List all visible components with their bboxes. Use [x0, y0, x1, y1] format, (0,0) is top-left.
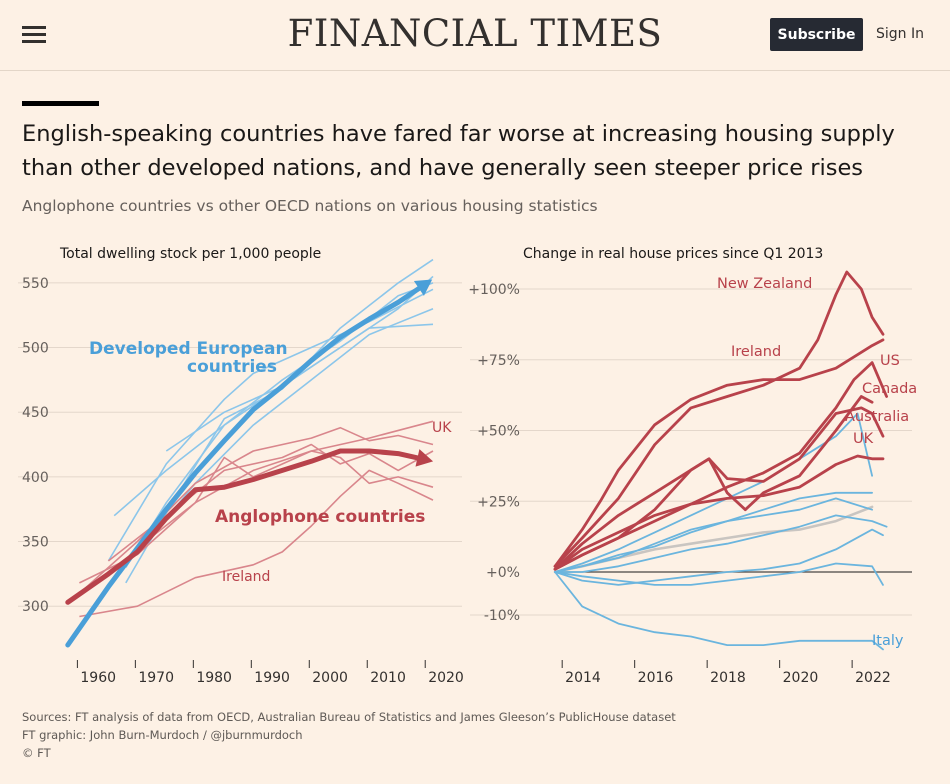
subheadline: Anglophone countries vs other OECD natio…	[22, 197, 598, 215]
series-label-italy: Italy	[872, 633, 904, 649]
series-label-new-zealand: New Zealand	[717, 276, 812, 292]
right-y-tick-label: -10%	[484, 608, 520, 624]
annotation-uk: UK	[432, 420, 452, 436]
left-y-tick-label: 350	[22, 535, 49, 551]
left-country-line-european	[125, 282, 434, 568]
right-line-other	[554, 491, 873, 573]
series-label-ireland: Ireland	[731, 344, 781, 360]
left-chart-title: Total dwelling stock per 1,000 people	[59, 246, 321, 262]
left-country-line-anglophone	[107, 443, 434, 562]
annotation-ireland: Ireland	[222, 569, 270, 585]
right-y-tick-label: +50%	[477, 424, 520, 440]
left-y-tick-label: 550	[22, 276, 49, 292]
left-y-tick-label: 500	[22, 341, 49, 357]
left-x-tick-label: 1960	[80, 670, 116, 686]
left-average-line-european	[65, 280, 430, 648]
hamburger-menu-icon[interactable]	[22, 26, 46, 44]
left-country-line-anglophone	[79, 469, 434, 618]
right-line-other-italy	[554, 571, 884, 651]
right-line-anglophone-uk	[553, 454, 885, 571]
sources-note: Sources: FT analysis of data from OECD, …	[22, 710, 676, 724]
left-x-tick-label: 1990	[254, 670, 290, 686]
right-line-anglophone-new-zealand	[553, 270, 885, 568]
accent-bar	[22, 101, 99, 106]
left-y-tick-label: 400	[22, 470, 49, 486]
right-x-tick-label: 2014	[565, 670, 601, 686]
right-x-tick-label: 2020	[783, 670, 819, 686]
left-y-tick-label: 300	[22, 599, 49, 615]
right-line-anglophone-canada	[553, 406, 885, 571]
right-x-tick-label: 2016	[638, 670, 674, 686]
right-x-tick-label: 2022	[855, 670, 891, 686]
left-x-tick-label: 2010	[370, 670, 406, 686]
right-line-anglophone-australia	[553, 395, 874, 571]
brand-logo[interactable]: FINANCIAL TIMES	[287, 12, 663, 55]
right-line-other	[554, 562, 884, 586]
series-label-australia: Australia	[845, 409, 909, 425]
charts: Total dwelling stock per 1,000 people 300…	[18, 246, 917, 686]
series-label-canada: Canada	[862, 381, 917, 397]
annotation-countries: countries	[187, 357, 277, 377]
right-y-tick-label: +25%	[477, 494, 520, 510]
left-x-tick-label: 2020	[428, 670, 464, 686]
right-line-other	[554, 497, 873, 573]
left-x-tick-label: 1980	[196, 670, 232, 686]
left-average-line-anglophone	[65, 448, 430, 605]
right-line-other	[554, 514, 888, 573]
left-country-line-european	[165, 323, 434, 452]
left-arrowhead-european	[413, 279, 433, 296]
dwelling-stock-chart: Total dwelling stock per 1,000 people 300…	[18, 246, 464, 686]
headline: English-speaking countries have fared fa…	[22, 121, 895, 181]
series-label-uk: UK	[853, 431, 874, 447]
sign-in-link[interactable]: Sign In	[876, 26, 924, 42]
right-chart-title: Change in real house prices since Q1 201…	[523, 246, 823, 262]
house-prices-chart: Change in real house prices since Q1 201…	[468, 246, 917, 686]
left-x-tick-label: 2000	[312, 670, 348, 686]
right-line-anglophone-ireland	[553, 338, 885, 568]
copyright: © FT	[22, 746, 51, 760]
right-x-tick-label: 2018	[710, 670, 746, 686]
right-y-tick-label: +75%	[477, 353, 520, 369]
right-line-other	[554, 528, 884, 586]
annotation-developed-european: Developed European	[89, 339, 288, 359]
top-bar: FINANCIAL TIMES Subscribe Sign In	[0, 0, 950, 71]
left-arrowhead-anglophone	[415, 449, 434, 467]
left-country-line-european	[136, 307, 434, 556]
annotation-anglophone-countries: Anglophone countries	[215, 507, 425, 527]
graphic-credit: FT graphic: John Burn-Murdoch / @jburnmu…	[22, 728, 303, 742]
right-y-tick-label: +0%	[486, 565, 520, 581]
right-y-tick-label: +100%	[468, 282, 520, 298]
left-y-tick-label: 450	[22, 405, 49, 421]
subscribe-button[interactable]: Subscribe	[770, 18, 863, 51]
series-label-us: US	[880, 353, 900, 369]
left-x-tick-label: 1970	[138, 670, 174, 686]
footer: Sources: FT analysis of data from OECD, …	[22, 708, 676, 762]
